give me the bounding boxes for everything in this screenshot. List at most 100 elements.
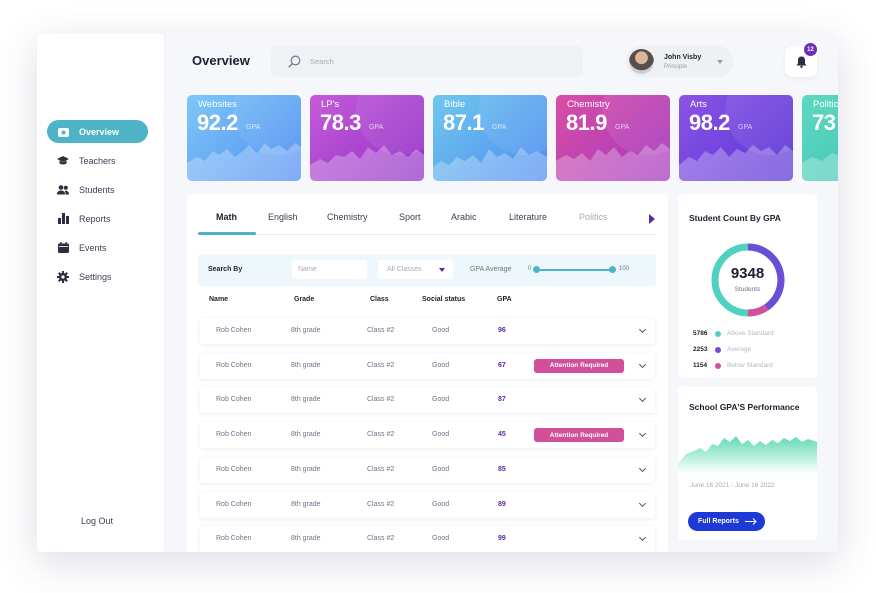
gpa-slider-min: 0 (528, 266, 532, 272)
user-role: Principle (664, 63, 688, 70)
user-menu[interactable]: John Visby Principle (626, 46, 733, 77)
sidebar-item-events[interactable]: Events (47, 236, 148, 259)
cell-class: Class #2 (367, 431, 395, 439)
performance-card: School GPA'S Performance June 16 2021 - … (678, 387, 817, 540)
expand-row-chevron-icon[interactable] (638, 325, 647, 334)
sidebar-item-settings[interactable]: Settings (47, 265, 148, 288)
table-row[interactable]: Rob Cohen 8th grade Class #2 Good 89 (200, 491, 655, 518)
active-tab-indicator (198, 232, 256, 235)
tab-arabic[interactable]: Arabic (451, 212, 477, 222)
subject-card-lps[interactable]: LP's 78.3 GPA (310, 95, 424, 181)
chevron-down-icon (717, 60, 723, 64)
card-sparkline (433, 147, 547, 181)
sidebar-item-teachers[interactable]: Teachers (47, 149, 148, 172)
legend-value: 2253 (693, 346, 708, 353)
tab-sport[interactable]: Sport (399, 212, 421, 222)
gpa-slider-handle-max[interactable] (609, 266, 616, 273)
card-sparkline (310, 145, 424, 181)
card-gpa-value: 73 (812, 110, 836, 135)
cell-social-status: Good (432, 535, 450, 543)
student-count-card: Student Count By GPA 9348 Students 5786 … (678, 194, 817, 378)
table-row[interactable]: Rob Cohen 8th grade Class #2 Good 67 Attentio… (200, 352, 655, 379)
overview-icon (57, 126, 69, 138)
cell-social-status: Good (432, 500, 450, 508)
cell-grade: 8th grade (291, 535, 321, 543)
legend-dot (715, 362, 721, 369)
sidebar-item-reports[interactable]: Reports (47, 207, 148, 230)
table-row[interactable]: Rob Cohen 8th grade Class #2 Good 85 (200, 456, 655, 483)
cell-name: Rob Cohen (216, 327, 252, 334)
sidebar-item-overview[interactable]: Overview (47, 120, 148, 143)
expand-row-chevron-icon[interactable] (638, 360, 647, 368)
cell-class: Class #2 (367, 396, 395, 404)
search-by-label: Search By (208, 266, 243, 273)
tab-literature[interactable]: Literature (509, 212, 548, 222)
gpa-slider-handle-min[interactable] (533, 266, 540, 273)
tab-english[interactable]: English (268, 212, 298, 222)
column-header-class: Class (370, 296, 389, 303)
card-gpa-value: 98.2 (689, 110, 730, 135)
dropdown-arrow-icon (439, 268, 445, 272)
class-filter-select[interactable]: All Classes (378, 260, 453, 279)
subject-card-chemistry[interactable]: Chemistry 81.9 GPA (556, 95, 670, 181)
tabs-next-arrow-icon[interactable] (649, 214, 655, 224)
expand-row-chevron-icon[interactable] (638, 534, 647, 542)
expand-row-chevron-icon[interactable] (638, 430, 647, 438)
subject-card-arts[interactable]: Arts 98.2 GPA (679, 95, 793, 181)
table-header: Name Grade Class Social status GPA (198, 296, 656, 308)
cell-name: Rob Cohen (216, 431, 252, 439)
performance-area-chart (678, 436, 817, 474)
cell-name: Rob Cohen (216, 535, 252, 543)
table-row[interactable]: Rob Cohen 8th grade Class #2 Good 45 Attentio… (200, 422, 655, 449)
expand-row-chevron-icon[interactable] (638, 395, 647, 403)
legend-label: Average (727, 346, 752, 353)
table-row[interactable]: Rob Cohen 8th grade Class #2 Good 96 (200, 318, 655, 344)
subject-card-bible[interactable]: Bible 87.1 GPA (433, 95, 547, 181)
card-gpa-value: 87.1 (443, 110, 484, 135)
cell-gpa: 85 (498, 465, 506, 473)
legend-dot (715, 330, 721, 337)
app-window: Overview Teachers Students Reports (37, 34, 838, 552)
name-filter-input[interactable]: Name (292, 260, 367, 279)
full-reports-button[interactable]: Full Reports (688, 512, 765, 531)
gpa-range-slider[interactable] (536, 269, 614, 271)
search-placeholder: Search (310, 57, 334, 66)
table-row[interactable]: Rob Cohen 8th grade Class #2 Good 99 (200, 526, 655, 552)
sidebar-item-label: Students (79, 184, 115, 195)
student-count-donut (711, 243, 785, 317)
gear-icon (57, 270, 69, 283)
cell-grade: 8th grade (291, 431, 321, 439)
class-filter-value: All Classes (387, 266, 422, 273)
performance-title: School GPA'S Performance (689, 402, 800, 412)
expand-row-chevron-icon[interactable] (638, 464, 647, 472)
card-gpa-unit: GPA (369, 124, 384, 131)
expand-row-chevron-icon[interactable] (638, 499, 647, 507)
subject-card-websites[interactable]: Websites 92.2 GPA (187, 95, 301, 181)
logout-link[interactable]: Log Out (80, 516, 114, 526)
tab-politics[interactable]: Politics (579, 212, 608, 222)
card-label: Arts (690, 99, 707, 110)
cell-gpa: 89 (498, 500, 506, 508)
bar-chart-icon (57, 213, 69, 225)
notification-count-badge: 12 (804, 43, 817, 56)
arrow-right-icon (744, 518, 757, 525)
subject-card-politics[interactable]: Politics73GPA (802, 95, 838, 181)
calendar-icon (57, 242, 69, 254)
user-name: John Visby (664, 53, 702, 61)
cell-grade: 8th grade (291, 361, 321, 369)
users-icon (57, 184, 69, 196)
cell-social-status: Good (432, 396, 450, 404)
card-label: LP's (321, 99, 340, 110)
tab-chemistry[interactable]: Chemistry (327, 212, 368, 222)
sidebar-item-students[interactable]: Students (47, 178, 148, 201)
gpa-average-label: GPA Average (470, 266, 512, 273)
table-row[interactable]: Rob Cohen 8th grade Class #2 Good 87 (200, 387, 655, 414)
legend-dot (715, 346, 721, 353)
search-input[interactable]: Search (271, 46, 583, 77)
notifications-button[interactable] (785, 46, 817, 77)
search-icon (288, 55, 301, 68)
grades-panel: Math English Chemistry Sport Arabic Lite… (187, 194, 668, 552)
card-label: Websites (198, 99, 237, 110)
tab-math[interactable]: Math (216, 212, 237, 222)
legend-item-above: 5786 Above Standard (693, 330, 774, 337)
